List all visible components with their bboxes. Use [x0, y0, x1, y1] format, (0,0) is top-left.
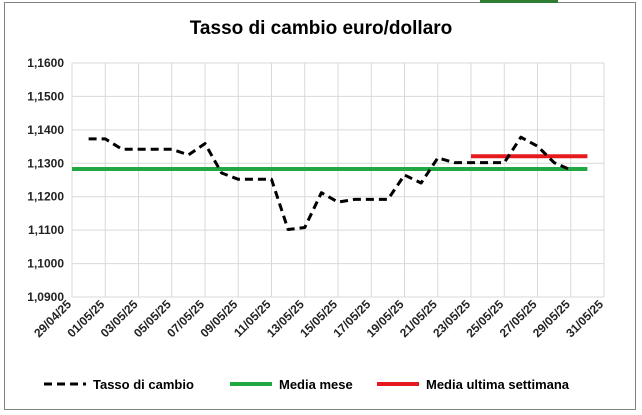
y-tick-label: 1,1600	[27, 56, 64, 70]
series-line-0	[88, 135, 572, 231]
y-tick-label: 1,0900	[27, 290, 64, 304]
chart-frame	[4, 2, 636, 410]
y-tick-label: 1,1200	[27, 190, 64, 204]
legend-label-2: Media ultima settimana	[426, 377, 570, 392]
legend-label-1: Media mese	[279, 377, 353, 392]
y-tick-label: 1,1100	[28, 223, 64, 237]
chart-title: Tasso di cambio euro/dollaro	[189, 18, 453, 39]
grid-layer	[71, 62, 605, 298]
y-axis-ticks: 1,0900 1,1000 1,1100 1,1200 1,1300 1,1400 1,15…	[27, 56, 64, 304]
legend: Tasso di cambio Media mese Media ultima se…	[44, 377, 570, 392]
legend-label-0: Tasso di cambio	[93, 377, 194, 392]
x-tick-label: 31/05/25	[563, 297, 606, 340]
y-tick-label: 1,1300	[27, 156, 64, 170]
y-tick-label: 1,1500	[27, 89, 64, 103]
top-accent-bar	[480, 0, 558, 3]
y-tick-label: 1,1400	[27, 123, 64, 137]
x-axis-ticks: 29/04/2501/05/2503/05/2505/05/2507/05/25…	[31, 297, 606, 340]
series-layer	[72, 135, 588, 231]
y-tick-label: 1,1000	[27, 257, 64, 271]
